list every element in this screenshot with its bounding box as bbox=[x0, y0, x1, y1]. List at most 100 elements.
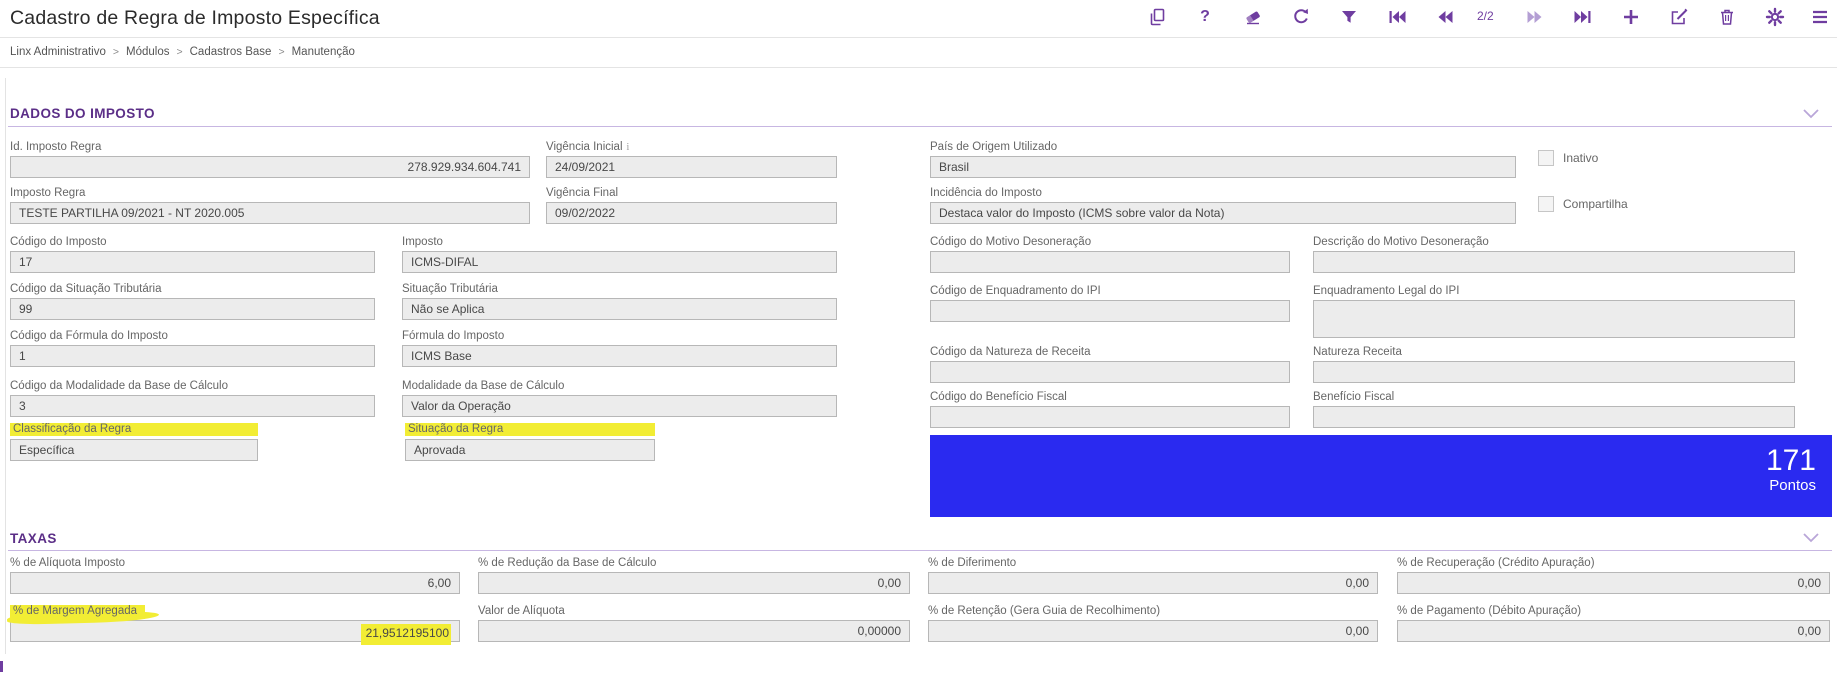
recuperacao-credito-apuracao-input[interactable]: 0,00 bbox=[1397, 572, 1830, 594]
natureza-receita-input[interactable] bbox=[1313, 361, 1795, 383]
reducao-base-calculo-input[interactable]: 0,00 bbox=[478, 572, 910, 594]
formula-imposto-input[interactable]: ICMS Base bbox=[402, 345, 837, 367]
settings-button[interactable] bbox=[1761, 3, 1789, 31]
score-label: Pontos bbox=[1769, 477, 1816, 494]
id-imposto-regra-input[interactable]: 278.929.934.604.741 bbox=[10, 156, 530, 178]
page-title: Cadastro de Regra de Imposto Específica bbox=[10, 7, 380, 29]
info-icon: i bbox=[626, 142, 630, 153]
breadcrumb-separator: > bbox=[176, 46, 183, 58]
previous-page-button[interactable] bbox=[1431, 3, 1459, 31]
field-label: % de Recuperação (Crédito Apuração) bbox=[1397, 557, 1595, 569]
highlight-marker: Classificação da Regra bbox=[10, 423, 258, 436]
enquadramento-legal-ipi-input[interactable] bbox=[1313, 300, 1795, 338]
eraser-icon bbox=[1245, 11, 1260, 25]
breadcrumb-separator: > bbox=[112, 46, 120, 58]
classificacao-da-regra-input[interactable]: Específica bbox=[10, 439, 258, 461]
chevron-down-icon bbox=[1803, 109, 1819, 119]
field-label: % de Margem Agregada bbox=[6, 605, 460, 626]
situacao-tributaria-input[interactable]: Não se Aplica bbox=[402, 298, 837, 320]
field-label: Situação Tributária bbox=[402, 283, 498, 295]
field-label: Código da Fórmula do Imposto bbox=[10, 330, 168, 342]
field-label: Situação da Regra bbox=[405, 423, 655, 436]
clear-button[interactable] bbox=[1239, 3, 1267, 31]
field-vigencia-final: Vigência Final 09/02/2022 bbox=[546, 187, 837, 224]
field-label: Imposto bbox=[402, 236, 443, 248]
header-divider bbox=[0, 37, 1837, 38]
field-id-imposto-regra: Id. Imposto Regra 278.929.934.604.741 bbox=[10, 141, 530, 178]
codigo-formula-imposto-input[interactable]: 1 bbox=[10, 345, 375, 367]
field-formula-imposto: Fórmula do Imposto ICMS Base bbox=[402, 330, 837, 367]
field-imposto-regra: Imposto Regra TESTE PARTILHA 09/2021 - N… bbox=[10, 187, 530, 224]
field-label: Modalidade da Base de Cálculo bbox=[402, 380, 565, 392]
filter-icon bbox=[1342, 11, 1356, 23]
edit-button[interactable] bbox=[1665, 3, 1693, 31]
menu-button[interactable] bbox=[1806, 3, 1834, 31]
imposto-regra-input[interactable]: TESTE PARTILHA 09/2021 - NT 2020.005 bbox=[10, 202, 530, 224]
beneficio-fiscal-input[interactable] bbox=[1313, 406, 1795, 428]
help-button[interactable]: ? bbox=[1191, 3, 1219, 31]
breadcrumb-item-modulos[interactable]: Módulos bbox=[126, 46, 170, 58]
delete-button[interactable] bbox=[1713, 3, 1741, 31]
field-label: Descrição do Motivo Desoneração bbox=[1313, 236, 1489, 248]
situacao-da-regra-input[interactable]: Aprovada bbox=[405, 439, 655, 461]
plus-icon bbox=[1624, 10, 1638, 24]
incidencia-do-imposto-input[interactable]: Destaca valor do Imposto (ICMS sobre val… bbox=[930, 202, 1516, 224]
breadcrumb-item-manutencao[interactable]: Manutenção bbox=[291, 46, 355, 58]
field-margem-agregada: % de Margem Agregada 21,9512195100 bbox=[6, 605, 460, 645]
descricao-motivo-desoneracao-input[interactable] bbox=[1313, 251, 1795, 273]
last-page-button[interactable] bbox=[1569, 3, 1597, 31]
retencao-gera-guia-input[interactable]: 0,00 bbox=[928, 620, 1378, 642]
copy-button[interactable] bbox=[1143, 3, 1171, 31]
field-codigo-natureza-receita: Código da Natureza de Receita bbox=[930, 346, 1290, 383]
checkbox-box[interactable] bbox=[1538, 196, 1554, 212]
field-label: % de Diferimento bbox=[928, 557, 1017, 569]
codigo-do-imposto-input[interactable]: 17 bbox=[10, 251, 375, 273]
pais-de-origem-input[interactable]: Brasil bbox=[930, 156, 1516, 178]
codigo-situacao-tributaria-input[interactable]: 99 bbox=[10, 298, 375, 320]
breadcrumb-item-cadastros-base[interactable]: Cadastros Base bbox=[189, 46, 272, 58]
breadcrumb: Linx Administrativo > Módulos > Cadastros Ba… bbox=[10, 46, 355, 58]
margem-agregada-input[interactable]: 21,9512195100 bbox=[10, 620, 460, 645]
gear-icon bbox=[1765, 7, 1785, 27]
pagamento-debito-apuracao-input[interactable]: 0,00 bbox=[1397, 620, 1830, 642]
vigencia-inicial-input[interactable]: 24/09/2021 bbox=[546, 156, 837, 178]
codigo-beneficio-fiscal-input[interactable] bbox=[930, 406, 1290, 428]
breadcrumb-item-linx-administrativo[interactable]: Linx Administrativo bbox=[10, 46, 106, 58]
codigo-modalidade-base-calculo-input[interactable]: 3 bbox=[10, 395, 375, 417]
aliquota-imposto-input[interactable]: 6,00 bbox=[10, 572, 460, 594]
field-situacao-da-regra: Situação da Regra Aprovada bbox=[405, 423, 655, 461]
add-button[interactable] bbox=[1617, 3, 1645, 31]
field-label: % de Redução da Base de Cálculo bbox=[478, 557, 657, 569]
field-diferimento: % de Diferimento 0,00 bbox=[928, 557, 1378, 594]
section-title-taxas: TAXAS bbox=[10, 531, 57, 546]
checkbox-compartilha[interactable]: Compartilha bbox=[1538, 196, 1628, 212]
field-label: Código da Natureza de Receita bbox=[930, 346, 1091, 358]
field-label: País de Origem Utilizado bbox=[930, 141, 1058, 153]
codigo-enquadramento-ipi-input[interactable] bbox=[930, 300, 1290, 322]
refresh-button[interactable] bbox=[1287, 3, 1315, 31]
edit-icon bbox=[1671, 8, 1688, 25]
next-page-button[interactable] bbox=[1521, 3, 1549, 31]
scrollbar-fragment[interactable] bbox=[0, 661, 3, 672]
checkbox-box[interactable] bbox=[1538, 150, 1554, 166]
vigencia-final-input[interactable]: 09/02/2022 bbox=[546, 202, 837, 224]
field-aliquota-imposto: % de Alíquota Imposto 6,00 bbox=[10, 557, 460, 594]
field-label: % de Retenção (Gera Guia de Recolhimento… bbox=[928, 605, 1161, 617]
diferimento-input[interactable]: 0,00 bbox=[928, 572, 1378, 594]
filter-button[interactable] bbox=[1335, 3, 1363, 31]
section-underline bbox=[8, 550, 1832, 551]
codigo-motivo-desoneracao-input[interactable] bbox=[930, 251, 1290, 273]
field-label: Fórmula do Imposto bbox=[402, 330, 505, 342]
field-incidencia-do-imposto: Incidência do Imposto Destaca valor do I… bbox=[930, 187, 1516, 224]
imposto-input[interactable]: ICMS-DIFAL bbox=[402, 251, 837, 273]
first-page-button[interactable] bbox=[1383, 3, 1411, 31]
valor-de-aliquota-input[interactable]: 0,00000 bbox=[478, 620, 910, 642]
breadcrumb-divider bbox=[0, 67, 1837, 68]
collapse-taxas-button[interactable] bbox=[1800, 530, 1822, 551]
checkbox-inativo[interactable]: Inativo bbox=[1538, 150, 1598, 166]
collapse-dados-button[interactable] bbox=[1800, 106, 1822, 127]
modalidade-base-calculo-input[interactable]: Valor da Operação bbox=[402, 395, 837, 417]
field-label: Enquadramento Legal do IPI bbox=[1313, 285, 1460, 297]
codigo-natureza-receita-input[interactable] bbox=[930, 361, 1290, 383]
field-valor-de-aliquota: Valor de Alíquota 0,00000 bbox=[478, 605, 910, 642]
